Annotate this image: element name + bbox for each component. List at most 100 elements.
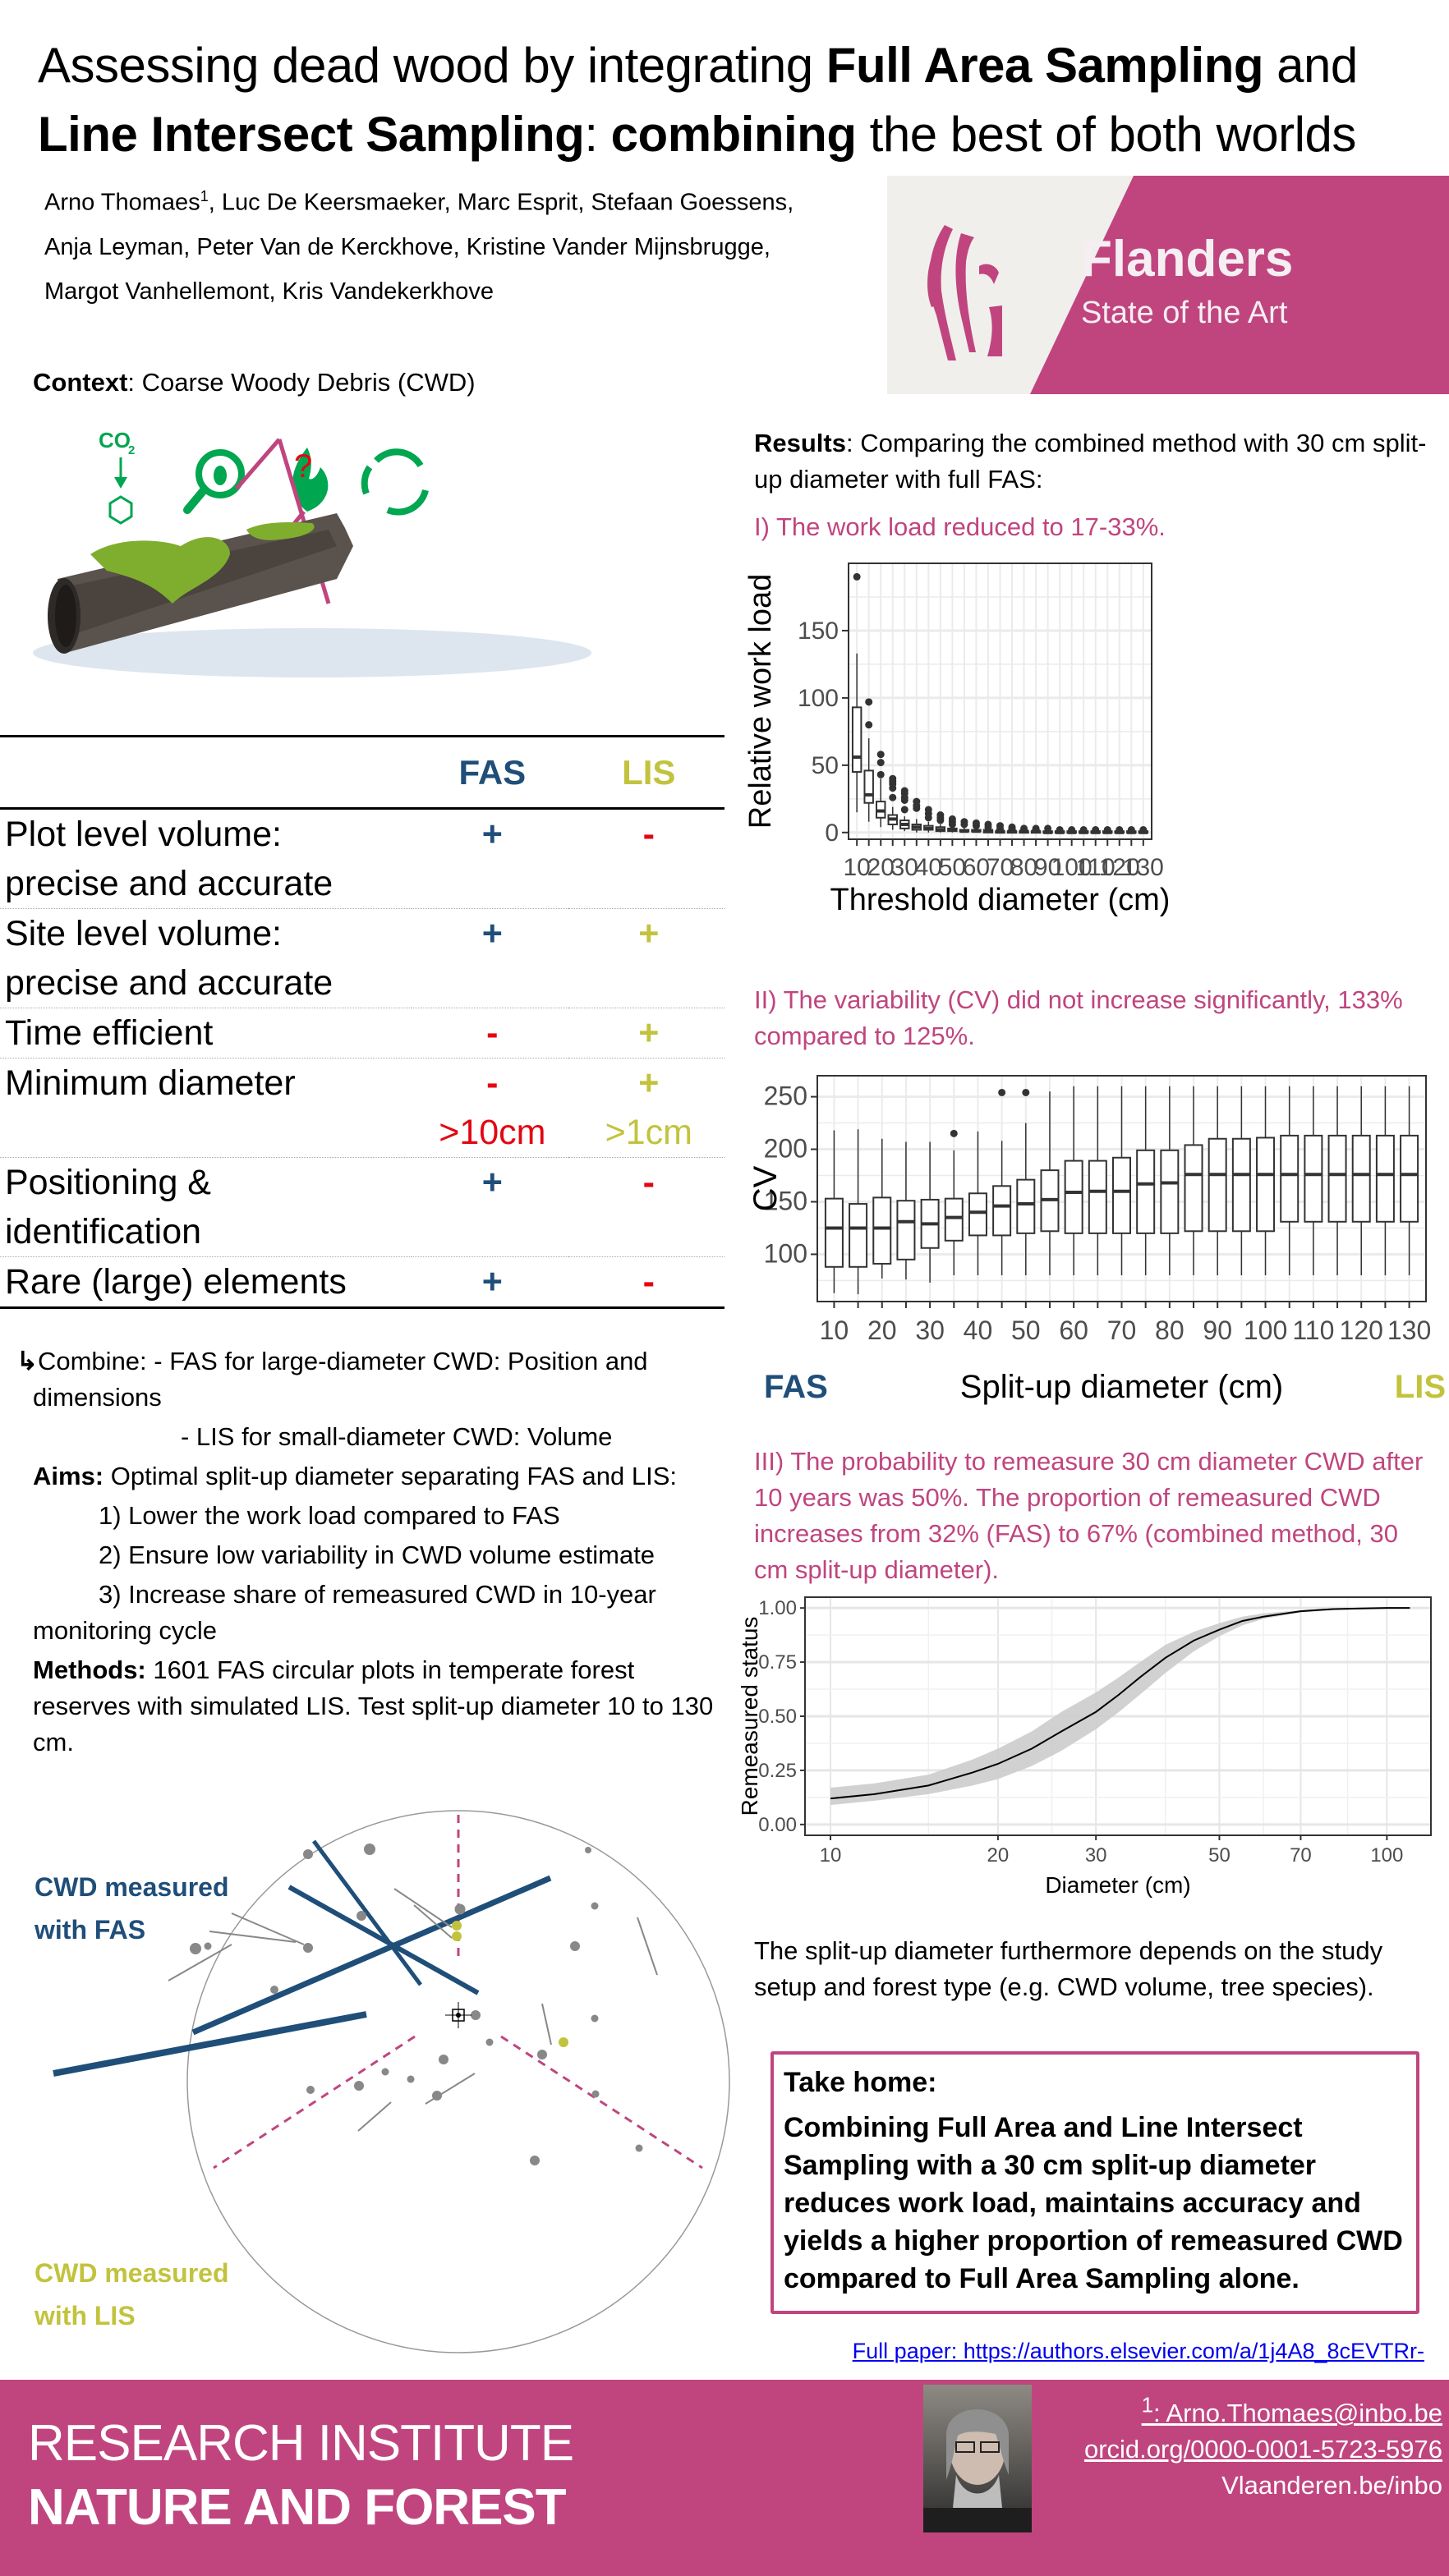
y-tick-label: 0.25 bbox=[758, 1760, 797, 1782]
x-tick-label: 90 bbox=[1034, 854, 1061, 881]
outlier-point bbox=[948, 815, 956, 823]
box bbox=[944, 1197, 964, 1242]
criterion-label: Positioning & identification bbox=[0, 1158, 412, 1257]
methods-body: 1601 FAS circular plots in temperate for… bbox=[33, 1655, 714, 1756]
box bbox=[896, 1200, 916, 1260]
outlier-point bbox=[950, 1129, 958, 1137]
boxplot bbox=[1042, 824, 1053, 834]
boxplot bbox=[1304, 1086, 1323, 1276]
table-header-empty bbox=[0, 737, 412, 809]
dead-wood-log bbox=[33, 513, 591, 677]
fas-score: - bbox=[412, 1008, 568, 1058]
boxplot bbox=[1160, 1086, 1180, 1276]
y-axis-label: Remeasured status bbox=[739, 1617, 762, 1816]
x-tick-label: 80 bbox=[1155, 1316, 1184, 1345]
criterion-text: identification bbox=[5, 1212, 202, 1251]
full-paper-link[interactable]: Full paper: https://authors.elsevier.com… bbox=[852, 2339, 1424, 2363]
outlier-point bbox=[865, 721, 873, 729]
box bbox=[1088, 1159, 1107, 1234]
lis-intersections bbox=[452, 1921, 568, 2047]
x-tick-label: 70 bbox=[1290, 1844, 1312, 1867]
lis-transect bbox=[213, 2035, 416, 2170]
contact-block: 1: Arno.Thomaes@inbo.be orcid.org/0000-0… bbox=[1084, 2388, 1442, 2504]
comparison-row: Site level volume: precise and accurate + + bbox=[0, 909, 724, 1008]
outlier-point bbox=[876, 759, 885, 767]
boxplot bbox=[1138, 826, 1149, 834]
y-tick-label: 0 bbox=[825, 820, 839, 847]
methods-label: Methods: bbox=[33, 1655, 146, 1684]
outlier-point bbox=[865, 698, 873, 706]
lis-min-diameter-note: >1cm bbox=[605, 1113, 692, 1152]
y-tick-label: 200 bbox=[764, 1134, 807, 1164]
y-tick-label: 0.00 bbox=[758, 1814, 797, 1836]
lis-label-line-1: CWD measured bbox=[34, 2258, 229, 2288]
context-label: Context bbox=[33, 368, 128, 397]
fas-score: - >10cm bbox=[412, 1058, 568, 1158]
box bbox=[1184, 1144, 1203, 1233]
x-tick-label: 50 bbox=[939, 854, 966, 881]
y-axis-label: CV bbox=[748, 1165, 784, 1211]
x-tick-label: 10 bbox=[820, 1844, 842, 1867]
lis-score: - bbox=[568, 1257, 724, 1308]
takehome-box: Take home: Combining Full Area and Line … bbox=[770, 2051, 1419, 2314]
box bbox=[863, 769, 874, 804]
return-arrow-icon: ↳ bbox=[16, 1347, 38, 1375]
boxplot bbox=[1088, 1086, 1107, 1276]
fas-log bbox=[311, 1839, 423, 1986]
boxplot bbox=[1066, 826, 1077, 834]
co2-text: CO bbox=[99, 428, 131, 452]
boxplot bbox=[911, 797, 922, 833]
x-axis-label-fas: FAS bbox=[764, 1369, 828, 1405]
plus-mark: + bbox=[481, 1262, 503, 1302]
x-tick-label: 50 bbox=[1208, 1844, 1230, 1867]
outlier-point bbox=[998, 1088, 1006, 1096]
outlier-point bbox=[1056, 826, 1064, 834]
fas-label-line-2: with FAS bbox=[34, 1915, 146, 1945]
boxplot bbox=[1016, 1088, 1036, 1276]
x-tick-label: 120 bbox=[1099, 854, 1140, 881]
boxplot bbox=[1327, 1086, 1347, 1276]
x-axis-label: Diameter (cm) bbox=[1045, 1872, 1190, 1898]
x-axis-label-lis: LIS bbox=[1395, 1369, 1446, 1405]
boxplot bbox=[896, 1141, 916, 1280]
small-cwd bbox=[168, 1888, 658, 2132]
y-tick-label: 150 bbox=[764, 1186, 807, 1215]
fas-min-diameter-note: >10cm bbox=[439, 1113, 546, 1152]
x-tick-label: 20 bbox=[867, 1316, 897, 1345]
x-tick-label: 110 bbox=[1292, 1316, 1334, 1345]
column-header-fas: FAS bbox=[458, 752, 527, 792]
orcid-link[interactable]: orcid.org/0000-0001-5723-5976 bbox=[1083, 2435, 1442, 2464]
outlier-point bbox=[1079, 826, 1088, 834]
lis-score: + bbox=[568, 909, 724, 1008]
outlier-point bbox=[876, 751, 885, 759]
title-segment: Full Area Sampling bbox=[826, 38, 1264, 93]
outlier-point bbox=[1020, 824, 1028, 833]
boxplot bbox=[1375, 1086, 1395, 1276]
results-label: Results bbox=[754, 429, 846, 457]
outlier-point bbox=[1103, 826, 1111, 834]
plot-circle-svg bbox=[53, 1810, 730, 2353]
aim-item: 2) Ensure low variability in CWD volume … bbox=[99, 1541, 656, 1569]
lis-score: - bbox=[568, 1158, 724, 1257]
boxplot bbox=[1126, 826, 1137, 834]
outlier-point bbox=[1139, 826, 1148, 834]
logo-tagline: State of the Art bbox=[1081, 296, 1288, 330]
outlier-point bbox=[1044, 824, 1052, 833]
comparison-row: Positioning & identification + - bbox=[0, 1158, 724, 1257]
email-link[interactable]: 1: Arno.Thomaes@inbo.be bbox=[1142, 2395, 1442, 2427]
fas-score: + bbox=[412, 809, 568, 909]
x-tick-label: 130 bbox=[1123, 854, 1164, 881]
finding-2: II) The variability (CV) did not increas… bbox=[754, 985, 1403, 1050]
box bbox=[1280, 1134, 1300, 1223]
title-segment: the best of both worlds bbox=[856, 107, 1357, 162]
boxplot bbox=[1040, 1091, 1060, 1276]
fas-logs bbox=[53, 1839, 552, 2077]
plus-mark: + bbox=[481, 1163, 503, 1202]
results-note: The split-up diameter furthermore depend… bbox=[754, 1936, 1383, 2001]
lis-score: + bbox=[568, 1008, 724, 1058]
outlier-point bbox=[900, 806, 908, 814]
results-intro-text: : Comparing the combined method with 30 … bbox=[754, 429, 1427, 494]
aim-item: 1) Lower the work load compared to FAS bbox=[99, 1501, 560, 1530]
boxplot bbox=[887, 774, 898, 830]
minus-mark: - bbox=[486, 1063, 499, 1103]
